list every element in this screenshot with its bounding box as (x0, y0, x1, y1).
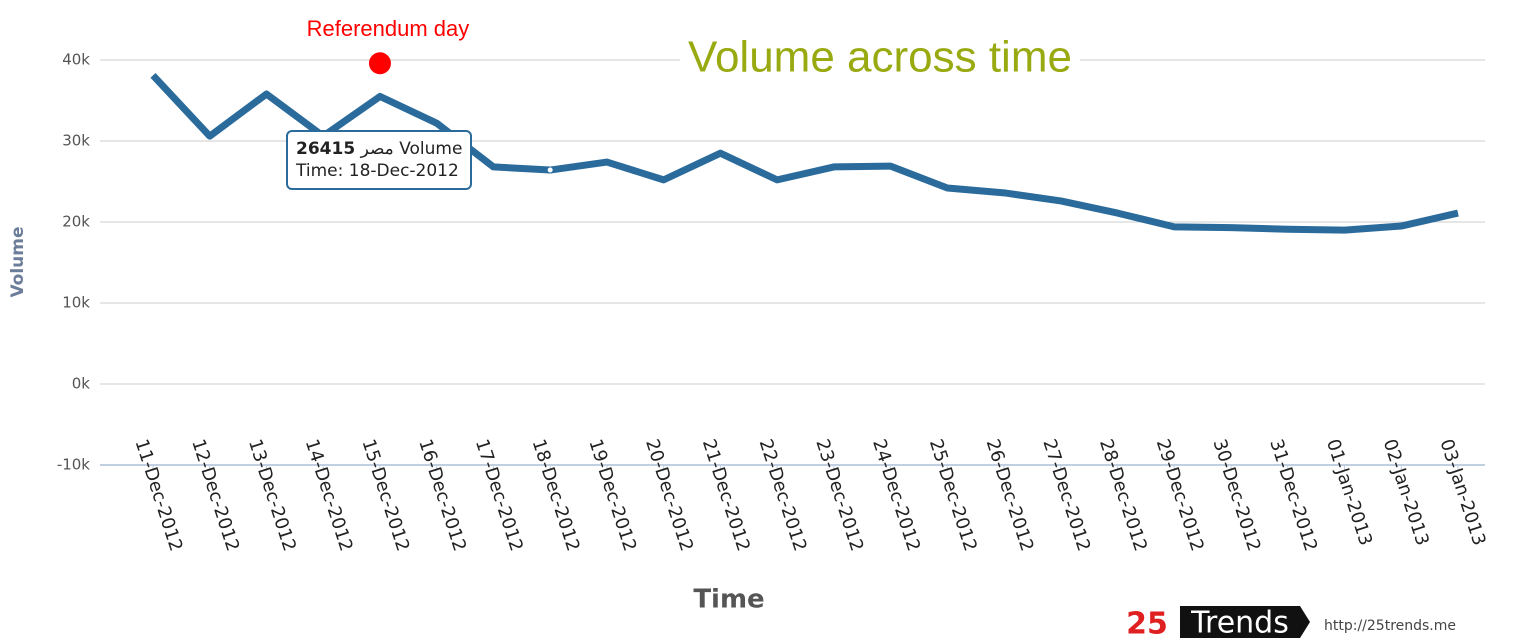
x-tick-label: 14-Dec-2012 (301, 437, 357, 554)
x-tick-label: 29-Dec-2012 (1152, 437, 1208, 554)
y-tick-label: 30k (62, 132, 90, 150)
x-tick-label: 30-Dec-2012 (1209, 437, 1265, 554)
tooltip-time-prefix: Time: (296, 161, 344, 181)
y-tick-label: 0k (72, 375, 91, 393)
y-tick-label: 10k (62, 294, 90, 312)
x-tick-label: 16-Dec-2012 (414, 437, 470, 554)
x-tick-label: 17-Dec-2012 (471, 437, 527, 554)
logo-word: Trends (1190, 606, 1289, 640)
logo-badge (1180, 606, 1310, 638)
annotation-label: Referendum day (307, 16, 470, 41)
x-tick-label: 12-Dec-2012 (187, 437, 243, 554)
x-tick-label: 03-Jan-2013 (1435, 437, 1489, 549)
tooltip-time: 18-Dec-2012 (348, 161, 459, 181)
data-line (150, 73, 1459, 234)
annotation-marker (368, 52, 391, 75)
x-tick-label: 19-Dec-2012 (584, 437, 640, 554)
chart-title: Volume across time (688, 33, 1072, 82)
x-tick-label: 24-Dec-2012 (868, 437, 924, 554)
hover-point (546, 166, 554, 174)
tooltip-value: 26415 (296, 139, 356, 159)
x-tick-label: 31-Dec-2012 (1265, 437, 1321, 554)
y-tick-label: 40k (62, 51, 90, 69)
x-tick-label: 25-Dec-2012 (925, 437, 981, 554)
y-tick-label: -10k (57, 456, 90, 474)
x-tick-label: 15-Dec-2012 (357, 437, 413, 554)
x-tick-label: 28-Dec-2012 (1095, 437, 1151, 554)
tooltip-series: مصر Volume (360, 139, 463, 159)
x-tick-label: 11-Dec-2012 (130, 437, 186, 554)
x-tick-label: 27-Dec-2012 (1038, 437, 1094, 554)
tooltip: 26415 مصر Volume Time: 18-Dec-2012 (286, 130, 473, 190)
logo-number: 25 (1126, 607, 1168, 640)
x-tick-label: 21-Dec-2012 (698, 437, 754, 554)
logo-url: http://25trends.me (1324, 618, 1456, 634)
title-background (680, 32, 1080, 82)
tooltip-line: 26415 مصر Volume (296, 138, 462, 160)
y-tick-label: 20k (62, 213, 90, 231)
x-tick-label: 02-Jan-2013 (1379, 437, 1433, 549)
logo: 25 Trends http://25trends.me (1126, 606, 1456, 640)
x-tick-label: 20-Dec-2012 (641, 437, 697, 554)
x-tick-label: 26-Dec-2012 (982, 437, 1038, 554)
x-tick-label: 01-Jan-2013 (1322, 437, 1376, 549)
x-tick-label: 13-Dec-2012 (244, 437, 300, 554)
x-axis-label: Time (693, 585, 764, 615)
x-tick-label: 22-Dec-2012 (755, 437, 811, 554)
y-axis-label: Volume (8, 226, 28, 297)
x-tick-label: 23-Dec-2012 (811, 437, 867, 554)
tooltip-line: Time: 18-Dec-2012 (296, 160, 462, 182)
x-tick-label: 18-Dec-2012 (528, 437, 584, 554)
